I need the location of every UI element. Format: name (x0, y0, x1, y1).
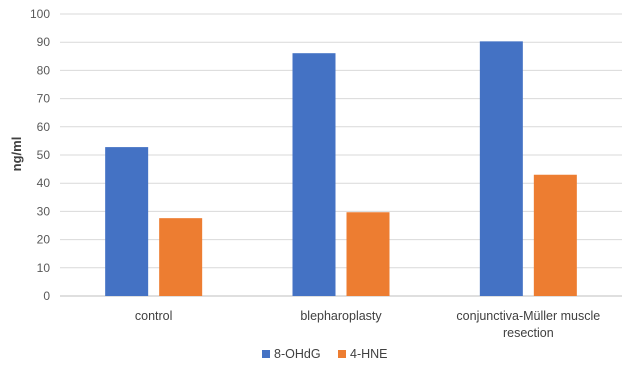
y-tick-label: 10 (37, 261, 51, 275)
legend-label: 8-OHdG (274, 347, 321, 361)
y-tick-label: 40 (37, 176, 51, 190)
y-tick-label: 90 (37, 35, 51, 49)
y-tick-label: 0 (43, 289, 50, 303)
y-tick-label: 30 (37, 204, 51, 218)
legend-swatch (262, 350, 270, 358)
x-category-label: conjunctiva-Müller muscle (456, 309, 600, 323)
legend: 8-OHdG 4-HNE (262, 347, 388, 361)
y-tick-label: 60 (37, 120, 51, 134)
y-tick-label: 70 (37, 92, 51, 106)
legend-label: 4-HNE (350, 347, 388, 361)
gridlines (60, 13, 622, 297)
y-tick-label: 80 (37, 63, 51, 77)
y-tick-label: 50 (37, 148, 51, 162)
bar-8-ohdg-0 (105, 147, 149, 296)
x-category-label: control (135, 309, 173, 323)
x-category-label: blepharoplasty (300, 309, 382, 323)
bars (105, 41, 577, 297)
y-tick-label: 20 (37, 233, 51, 247)
y-axis-ticks: 0 10 20 30 40 50 60 70 80 90 100 (30, 7, 50, 303)
x-category-label: resection (503, 326, 554, 340)
bar-8-ohdg-2 (479, 41, 523, 296)
bar-4-hne-1 (346, 212, 390, 296)
bar-4-hne-2 (533, 174, 577, 296)
y-tick-label: 100 (30, 7, 50, 21)
bar-8-ohdg-1 (292, 53, 336, 297)
bar-4-hne-0 (159, 218, 203, 296)
legend-swatch (338, 350, 346, 358)
x-axis-categories: control blepharoplasty conjunctiva-Müller … (135, 309, 600, 340)
y-axis-title: ng/ml (9, 137, 24, 172)
